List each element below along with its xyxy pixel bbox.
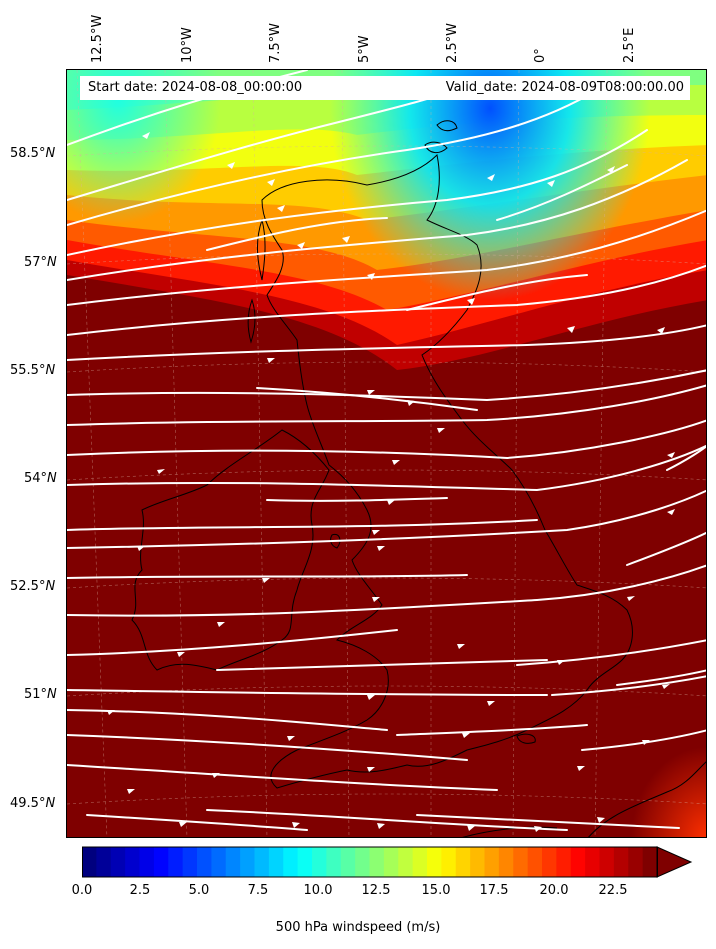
- lat-label-55-5n: 55.5°N: [10, 363, 56, 378]
- colorbar-segment: [125, 847, 141, 877]
- wind-field-plot: [67, 70, 706, 837]
- colorbar-segment: [283, 847, 299, 877]
- colorbar-extend-arrow: [656, 846, 693, 878]
- lon-label-2-5e: 2.5°E: [622, 27, 637, 63]
- lon-label-2-5w: 2.5°W: [445, 22, 460, 63]
- colorbar-segment: [369, 847, 385, 877]
- colorbar-segment: [398, 847, 414, 877]
- colorbar-tick-3: 7.5: [247, 883, 269, 898]
- colorbar-segment: [542, 847, 557, 877]
- streamline-arrows: [107, 132, 675, 832]
- date-header-box: Start date: 2024-08-08_00:00:00 Valid_da…: [80, 76, 690, 100]
- colorbar-segment: [455, 847, 471, 877]
- colorbar-tick-4: 10.0: [303, 883, 333, 898]
- lat-label-52-5n: 52.5°N: [10, 579, 56, 594]
- lon-label-0: 0°: [533, 48, 548, 63]
- wind-map: [66, 69, 707, 838]
- lat-label-58-5n: 58.5°N: [10, 146, 56, 161]
- start-date-label: Start date: 2024-08-08_00:00:00: [88, 80, 303, 95]
- colorbar-tick-7: 17.5: [479, 883, 509, 898]
- colorbar-tick-2: 5.0: [188, 883, 210, 898]
- colorbar-tick-1: 2.5: [129, 883, 151, 898]
- colorbar-segment: [254, 847, 270, 877]
- lat-label-57n: 57°N: [24, 255, 57, 270]
- colorbar-segment: [642, 847, 658, 877]
- colorbar-segment: [182, 847, 198, 877]
- colorbar-segment: [96, 847, 112, 877]
- lat-label-49-5n: 49.5°N: [10, 796, 56, 811]
- colorbar-outline: [82, 846, 658, 878]
- colorbar-segment: [225, 847, 241, 877]
- colorbar-tick-0: 0.0: [71, 883, 93, 898]
- colorbar-segment: [570, 847, 586, 877]
- colorbar-tick-8: 20.0: [539, 883, 569, 898]
- lon-label-12-5w: 12.5°W: [90, 14, 105, 63]
- colorbar-segment: [312, 847, 327, 877]
- colorbar-segment: [297, 847, 313, 877]
- colorbar-tick-6: 15.0: [421, 883, 451, 898]
- colorbar-segment: [427, 847, 442, 877]
- colorbar-segment: [326, 847, 342, 877]
- colorbar-segment: [498, 847, 514, 877]
- colorbar-segment: [585, 847, 601, 877]
- colorbar-segment: [513, 847, 529, 877]
- lon-label-5w: 5°W: [357, 35, 372, 63]
- colorbar-segment: [613, 847, 629, 877]
- colorbar-tick-5: 12.5: [361, 883, 391, 898]
- colorbar-segments: [82, 847, 658, 877]
- colorbar-segment: [383, 847, 399, 877]
- lon-label-7-5w: 7.5°W: [268, 22, 283, 63]
- lat-label-51n: 51°N: [24, 687, 57, 702]
- lat-label-54n: 54°N: [24, 471, 57, 486]
- colorbar-label: 500 hPa windspeed (m/s): [275, 920, 441, 935]
- colorbar-segment: [599, 847, 615, 877]
- colorbar-segment: [240, 847, 256, 877]
- valid-date-label: Valid_date: 2024-08-09T08:00:00.00: [445, 80, 684, 95]
- colorbar-segment: [110, 847, 126, 877]
- colorbar-segment: [484, 847, 500, 877]
- lon-label-10w: 10°W: [180, 27, 195, 63]
- colorbar-tick-9: 22.5: [598, 883, 628, 898]
- coastlines: [131, 120, 706, 837]
- colorbar-segment: [470, 847, 486, 877]
- colorbar-segment: [527, 847, 543, 877]
- colorbar-segment: [628, 847, 644, 877]
- colorbar-segment: [197, 847, 212, 877]
- colorbar-segment: [168, 847, 184, 877]
- colorbar-segment: [355, 847, 371, 877]
- se-red-patch: [67, 70, 706, 837]
- colorbar-segment: [268, 847, 284, 877]
- streamlines: [67, 70, 706, 831]
- colorbar-segment: [556, 847, 572, 877]
- colorbar-segment: [153, 847, 169, 877]
- colorbar-segment: [82, 847, 97, 877]
- colorbar: [82, 846, 693, 878]
- colorbar-segment: [441, 847, 457, 877]
- colorbar-segment: [211, 847, 227, 877]
- colorbar-segment: [412, 847, 428, 877]
- colorbar-segment: [340, 847, 356, 877]
- colorbar-segment: [139, 847, 155, 877]
